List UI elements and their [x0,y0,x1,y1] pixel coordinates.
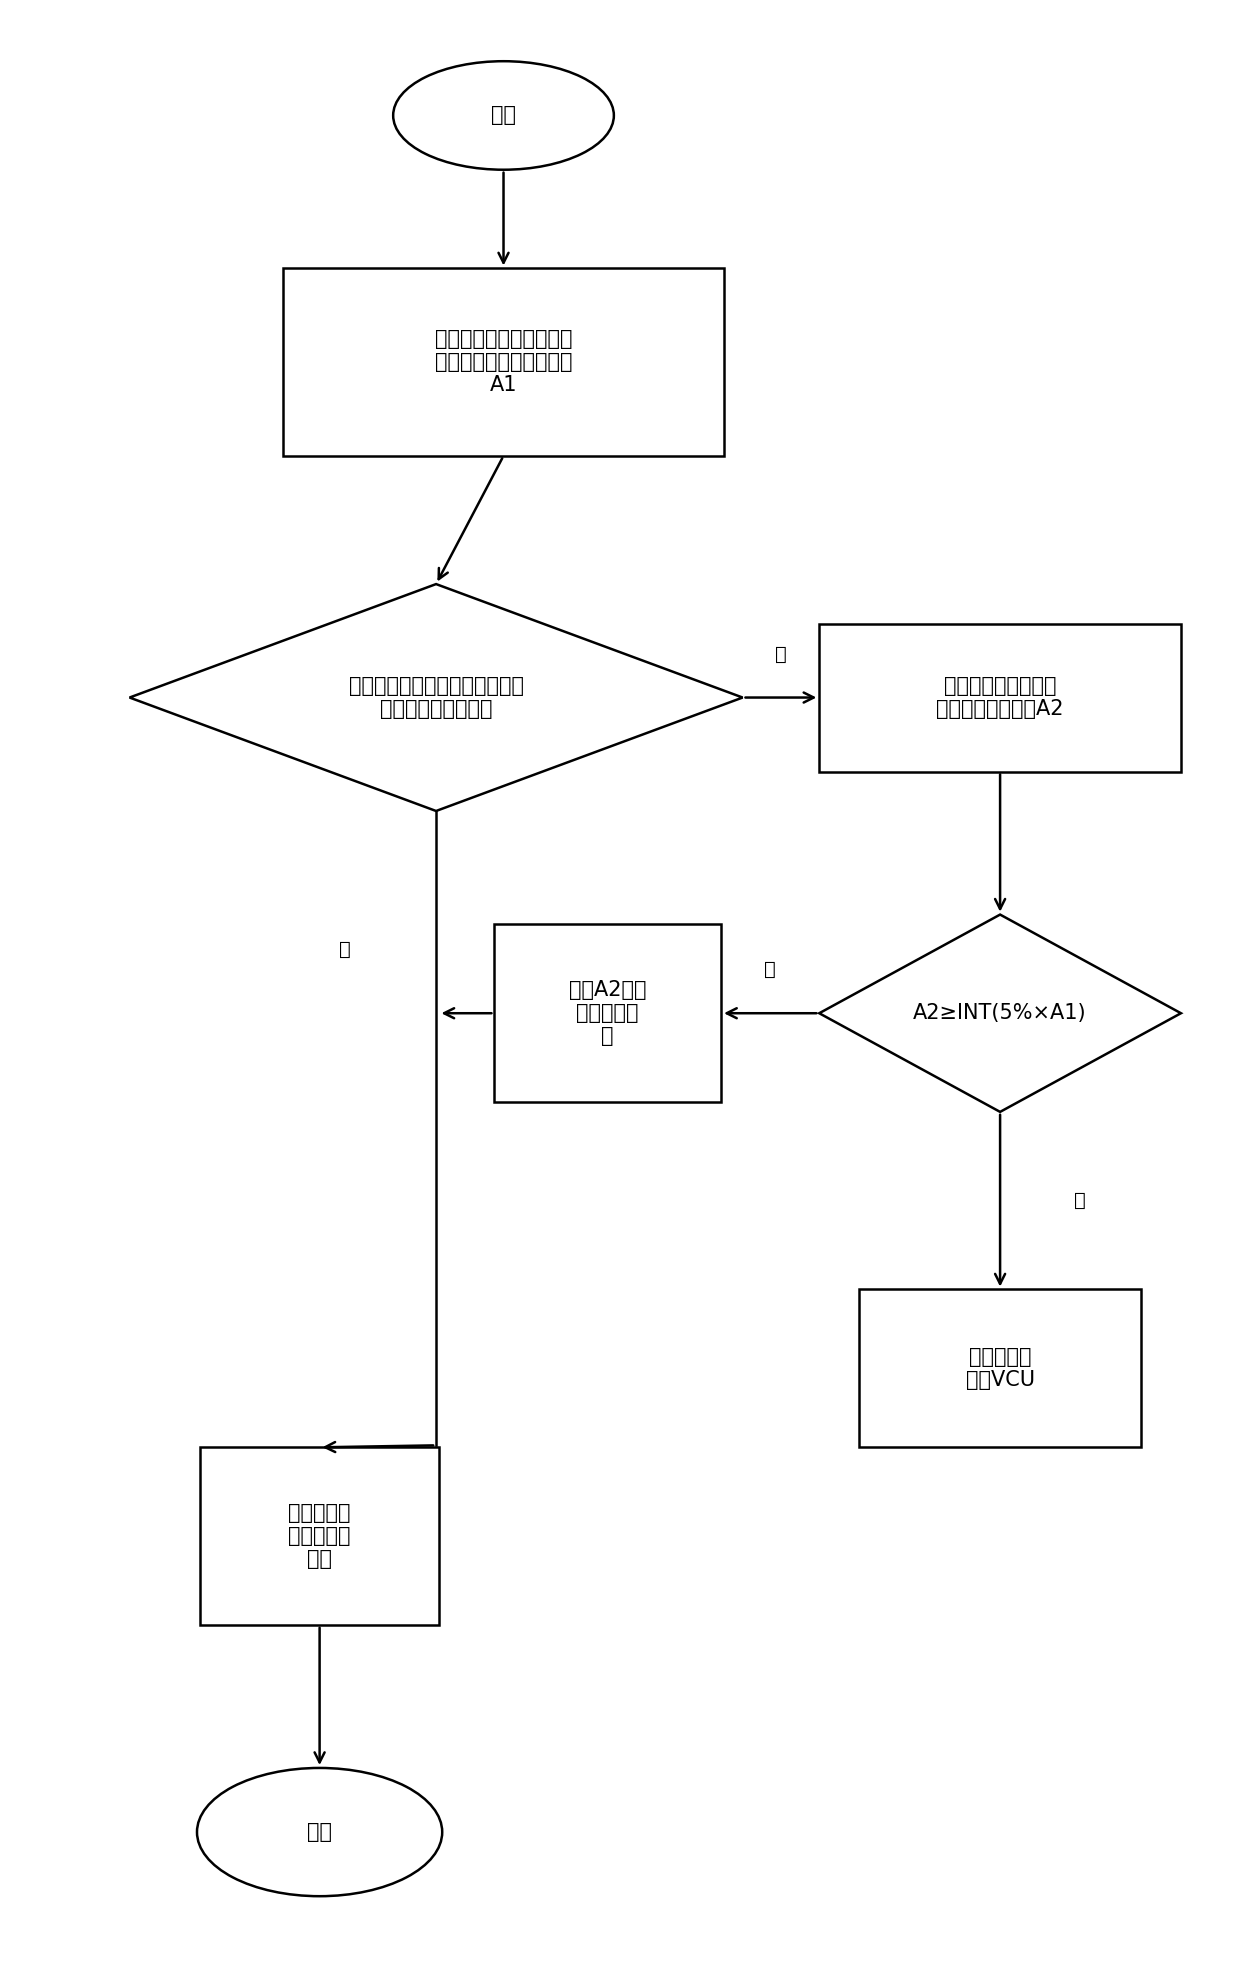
Text: 输出功能正
常点的温度
数据: 输出功能正 常点的温度 数据 [289,1502,351,1570]
Text: 结束: 结束 [308,1822,332,1842]
Bar [820,624,1180,771]
Bar [495,924,722,1103]
Text: A2≥INT(5%×A1): A2≥INT(5%×A1) [914,1003,1087,1023]
Text: 是: 是 [339,940,350,958]
Text: 否: 否 [764,960,776,980]
Text: 输出报警信
号至VCU: 输出报警信 号至VCU [966,1347,1034,1391]
Bar [200,1447,439,1625]
Text: 是: 是 [1074,1190,1085,1210]
Text: 开始: 开始 [491,105,516,125]
Bar [283,268,724,455]
Text: 采集电池包全部温度采样
点的温度，采样点数量为
A1: 采集电池包全部温度采样 点的温度，采样点数量为 A1 [435,330,573,395]
Text: 分别判断每个温度采样点温度是
否在温度阈值范围内: 分别判断每个温度采样点温度是 否在温度阈值范围内 [348,676,523,719]
Text: 删除A2个温
度采集点数
据: 删除A2个温 度采集点数 据 [569,980,646,1047]
Text: 累加功能不正常的温
度采样点的数量为A2: 累加功能不正常的温 度采样点的数量为A2 [936,676,1064,719]
Text: 否: 否 [775,644,787,664]
Bar [859,1290,1141,1447]
